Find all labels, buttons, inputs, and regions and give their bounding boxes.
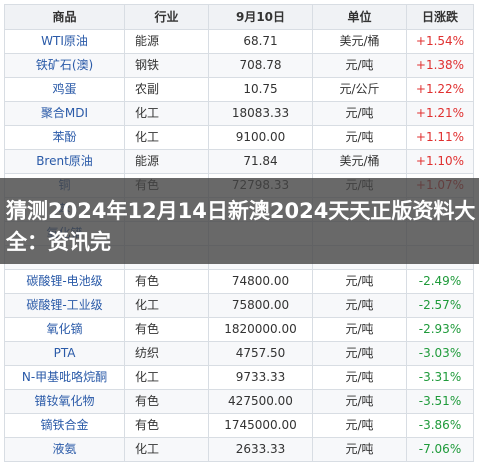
daily-change-cell: -3.86% <box>406 413 474 438</box>
price-cell: 10.75 <box>208 77 313 102</box>
daily-change-cell: -2.93% <box>406 317 474 342</box>
commodity-name: Brent原油 <box>4 149 125 174</box>
table-row: 碳酸锂-工业级 化工 75800.00 元/吨 -2.57% <box>4 293 474 318</box>
table-row: PTA 纺织 4757.50 元/吨 -3.03% <box>4 341 474 366</box>
commodity-name: 氧化镝 <box>4 317 125 342</box>
table-row: 鸡蛋 农副 10.75 元/公斤 +1.22% <box>4 77 474 102</box>
commodity-name: 镝铁合金 <box>4 413 125 438</box>
banner-title: 猜测2024年12月14日新澳2024天天正版资料大全：资讯完 <box>6 199 476 254</box>
header-industry: 行业 <box>124 4 209 30</box>
table-row: 氧化镝 有色 1820000.00 元/吨 -2.93% <box>4 317 474 342</box>
commodity-name: WTI原油 <box>4 29 125 54</box>
unit-cell: 元/吨 <box>312 341 407 366</box>
page-right-margin <box>479 0 499 461</box>
unit-cell: 元/吨 <box>312 293 407 318</box>
commodity-name: 镨钕氧化物 <box>4 389 125 414</box>
price-cell: 1820000.00 <box>208 317 313 342</box>
price-cell: 708.78 <box>208 53 313 78</box>
industry-cell: 能源 <box>124 149 209 174</box>
commodity-name: PTA <box>4 341 125 366</box>
unit-cell: 美元/桶 <box>312 29 407 54</box>
industry-cell: 化工 <box>124 365 209 390</box>
unit-cell: 元/吨 <box>312 365 407 390</box>
commodity-name: 聚合MDI <box>4 101 125 126</box>
unit-cell: 元/吨 <box>312 125 407 150</box>
daily-change-cell: -3.03% <box>406 341 474 366</box>
overlay-banner: 猜测2024年12月14日新澳2024天天正版资料大全：资讯完 <box>0 178 499 264</box>
table-header-row: 商品 行业 9月10日 单位 日涨跌 <box>4 4 474 30</box>
daily-change-cell: +1.21% <box>406 101 474 126</box>
daily-change-cell: -3.51% <box>406 389 474 414</box>
daily-change-cell: +1.11% <box>406 125 474 150</box>
header-price-date: 9月10日 <box>208 4 313 30</box>
industry-cell: 有色 <box>124 413 209 438</box>
price-cell: 9100.00 <box>208 125 313 150</box>
commodity-name: 铁矿石(澳) <box>4 53 125 78</box>
table-row: 镨钕氧化物 有色 427500.00 元/吨 -3.51% <box>4 389 474 414</box>
commodity-name: 碳酸锂-工业级 <box>4 293 125 318</box>
daily-change-cell: +1.38% <box>406 53 474 78</box>
daily-change-cell: -2.49% <box>406 269 474 294</box>
unit-cell: 元/吨 <box>312 101 407 126</box>
price-cell: 4757.50 <box>208 341 313 366</box>
unit-cell: 元/吨 <box>312 317 407 342</box>
daily-change-cell: +1.10% <box>406 149 474 174</box>
table-row: Brent原油 能源 71.84 美元/桶 +1.10% <box>4 149 474 174</box>
price-cell: 1745000.00 <box>208 413 313 438</box>
price-cell: 68.71 <box>208 29 313 54</box>
industry-cell: 化工 <box>124 101 209 126</box>
industry-cell: 化工 <box>124 125 209 150</box>
header-daily-change: 日涨跌 <box>406 4 474 30</box>
header-unit: 单位 <box>312 4 407 30</box>
table-row: 铁矿石(澳) 钢铁 708.78 元/吨 +1.38% <box>4 53 474 78</box>
table-row: 碳酸锂-电池级 有色 74800.00 元/吨 -2.49% <box>4 269 474 294</box>
price-cell: 74800.00 <box>208 269 313 294</box>
unit-cell: 元/公斤 <box>312 77 407 102</box>
unit-cell: 元/吨 <box>312 413 407 438</box>
table-row: 聚合MDI 化工 18083.33 元/吨 +1.21% <box>4 101 474 126</box>
unit-cell: 元/吨 <box>312 437 407 462</box>
commodity-name: N-甲基吡咯烷酮 <box>4 365 125 390</box>
table-row: 液氨 化工 2633.33 元/吨 -7.06% <box>4 437 474 462</box>
unit-cell: 元/吨 <box>312 53 407 78</box>
price-cell: 427500.00 <box>208 389 313 414</box>
daily-change-cell: +1.22% <box>406 77 474 102</box>
industry-cell: 能源 <box>124 29 209 54</box>
header-commodity: 商品 <box>4 4 125 30</box>
commodity-name: 液氨 <box>4 437 125 462</box>
industry-cell: 化工 <box>124 293 209 318</box>
industry-cell: 农副 <box>124 77 209 102</box>
daily-change-cell: -3.31% <box>406 365 474 390</box>
industry-cell: 纺织 <box>124 341 209 366</box>
table-row: WTI原油 能源 68.71 美元/桶 +1.54% <box>4 29 474 54</box>
daily-change-cell: -2.57% <box>406 293 474 318</box>
price-cell: 75800.00 <box>208 293 313 318</box>
price-cell: 71.84 <box>208 149 313 174</box>
industry-cell: 有色 <box>124 389 209 414</box>
unit-cell: 元/吨 <box>312 389 407 414</box>
daily-change-cell: +1.54% <box>406 29 474 54</box>
industry-cell: 有色 <box>124 269 209 294</box>
table-row: N-甲基吡咯烷酮 化工 9733.33 元/吨 -3.31% <box>4 365 474 390</box>
price-cell: 2633.33 <box>208 437 313 462</box>
table-row: 镝铁合金 有色 1745000.00 元/吨 -3.86% <box>4 413 474 438</box>
daily-change-cell: -7.06% <box>406 437 474 462</box>
commodity-name: 碳酸锂-电池级 <box>4 269 125 294</box>
industry-cell: 钢铁 <box>124 53 209 78</box>
price-cell: 9733.33 <box>208 365 313 390</box>
industry-cell: 有色 <box>124 317 209 342</box>
price-cell: 18083.33 <box>208 101 313 126</box>
table-row: 苯酚 化工 9100.00 元/吨 +1.11% <box>4 125 474 150</box>
commodity-name: 苯酚 <box>4 125 125 150</box>
industry-cell: 化工 <box>124 437 209 462</box>
commodity-name: 鸡蛋 <box>4 77 125 102</box>
unit-cell: 美元/桶 <box>312 149 407 174</box>
unit-cell: 元/吨 <box>312 269 407 294</box>
